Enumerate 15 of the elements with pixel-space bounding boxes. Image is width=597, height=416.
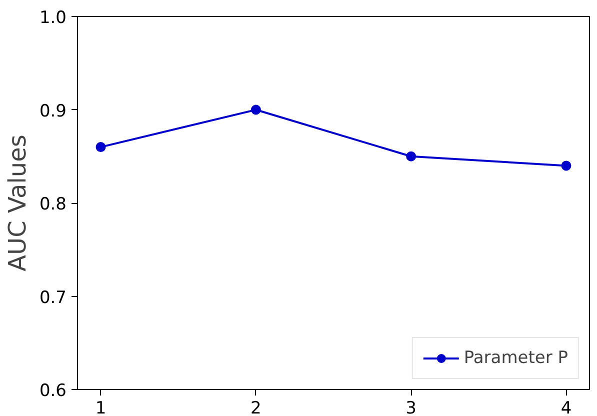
y-tick-label: 0.8 — [39, 194, 67, 214]
legend-label: Parameter P — [464, 348, 568, 368]
point — [561, 160, 572, 171]
point — [96, 142, 106, 152]
point — [250, 104, 261, 115]
x-tick-label: 1 — [95, 398, 106, 416]
x-tick-label: 4 — [560, 398, 572, 416]
y-tick-label: 0.7 — [39, 288, 67, 308]
y-tick-label: 1.0 — [39, 8, 67, 28]
x-tick-label: 3 — [406, 398, 416, 416]
y-axis-title: AUC Values — [3, 134, 32, 272]
y-tick-label: 0.9 — [39, 101, 67, 122]
y-tick-label: 0.6 — [39, 381, 67, 401]
x-tick-label: 2 — [250, 398, 262, 416]
point — [406, 151, 416, 162]
